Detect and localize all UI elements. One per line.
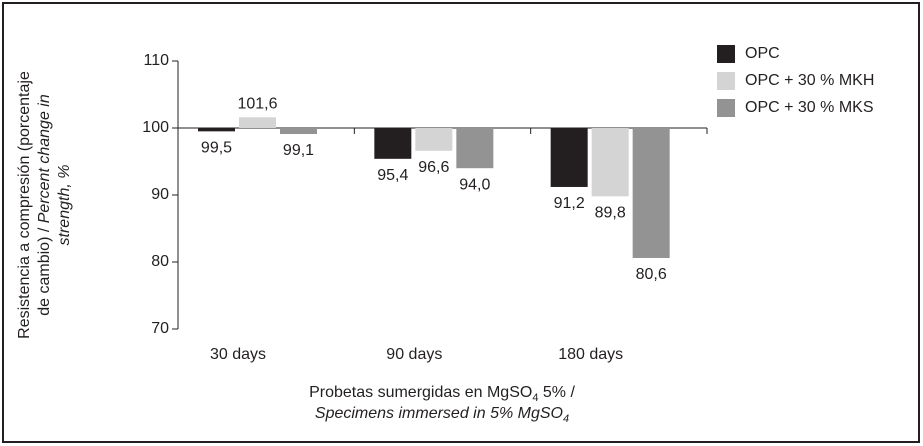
bar (374, 128, 412, 159)
bar (239, 117, 276, 128)
value-label: 91,2 (554, 195, 585, 212)
legend-swatch (717, 45, 735, 63)
bar (456, 128, 494, 169)
x-label-part: 5% / (538, 384, 575, 401)
legend-label: OPC (745, 45, 780, 62)
y-label-line: de cambio) / Percent change in (36, 94, 53, 316)
value-label: 89,8 (595, 205, 626, 222)
x-axis-label: Probetas sumergidas en MgSO4 5% / (309, 384, 575, 404)
x-label-part: Specimens immersed in 5% MgSO (315, 405, 563, 422)
value-label: 99,5 (201, 140, 232, 157)
value-label: 94,0 (459, 176, 490, 193)
x-label-part: 4 (532, 392, 538, 404)
value-label: 80,6 (636, 266, 667, 283)
bar (591, 128, 629, 197)
y-tick-label: 110 (143, 52, 169, 69)
x-label-part: Probetas sumergidas en MgSO (309, 384, 532, 401)
bar (198, 128, 235, 132)
x-label-part: 4 (563, 413, 569, 425)
bar (632, 128, 670, 258)
y-tick-label: 100 (142, 119, 169, 136)
x-tick-label: 180 days (558, 346, 623, 363)
bar (550, 128, 588, 187)
y-label-part: de cambio) / (36, 227, 53, 316)
bar (415, 128, 453, 151)
legend-label: OPC + 30 % MKS (745, 99, 874, 116)
y-tick-label: 90 (151, 186, 169, 203)
value-label: 101,6 (237, 95, 277, 112)
value-label: 95,4 (377, 167, 408, 184)
y-label-part: Percent change in (36, 94, 53, 223)
bar (280, 128, 317, 135)
y-label-line: strength, % (56, 165, 73, 246)
y-label-line: Resistencia a compresión (porcentaje (16, 71, 33, 339)
x-tick-label: 90 days (386, 346, 442, 363)
legend-swatch (717, 72, 735, 90)
x-tick-label: 30 days (210, 346, 266, 363)
y-axis-label: Resistencia a compresión (porcentaje de … (16, 71, 73, 339)
y-tick-label: 80 (151, 253, 169, 270)
value-label: 96,6 (418, 159, 449, 176)
value-label: 99,1 (283, 142, 314, 159)
y-tick-label: 70 (151, 320, 169, 337)
legend-swatch (717, 99, 735, 117)
x-axis-label: Specimens immersed in 5% MgSO4 (315, 405, 569, 425)
legend-label: OPC + 30 % MKH (745, 72, 874, 89)
